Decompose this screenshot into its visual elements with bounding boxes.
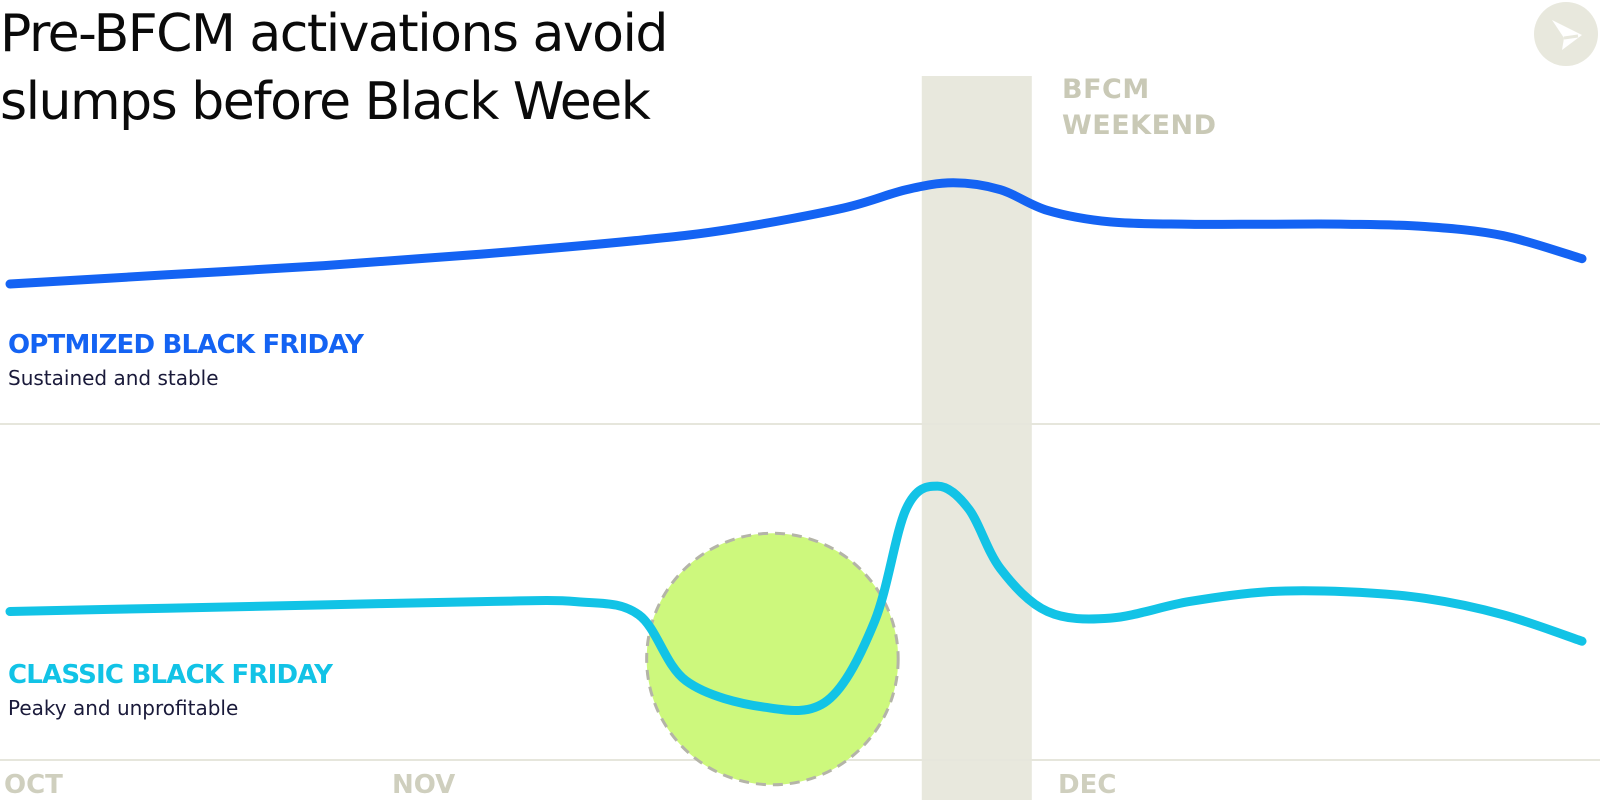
- optimized-series-name: OPTMIZED BLACK FRIDAY: [8, 330, 364, 360]
- band-label-line-2: WEEKEND: [1062, 110, 1217, 141]
- chart-title-line-1: Pre-BFCM activations avoid: [0, 4, 668, 64]
- series-line-optimized: [5, 178, 1587, 289]
- band-label-line-1: BFCM: [1062, 74, 1150, 105]
- x-tick-oct: OCT: [4, 770, 63, 800]
- series-line-classic: [5, 481, 1587, 716]
- brand-logo-icon: [1534, 2, 1598, 66]
- classic-series-name: CLASSIC BLACK FRIDAY: [8, 660, 333, 690]
- x-tick-nov: NOV: [392, 770, 455, 800]
- classic-series-description: Peaky and unprofitable: [8, 696, 239, 720]
- chart-title: Pre-BFCM activations avoid slumps before…: [0, 0, 760, 136]
- slump-highlight-circle: [645, 531, 900, 787]
- chart-title-line-2: slumps before Black Week: [0, 72, 651, 132]
- optimized-series-description: Sustained and stable: [8, 366, 219, 390]
- x-tick-dec: DEC: [1058, 770, 1116, 800]
- bfcm-weekend-label: BFCM WEEKEND: [1062, 72, 1217, 144]
